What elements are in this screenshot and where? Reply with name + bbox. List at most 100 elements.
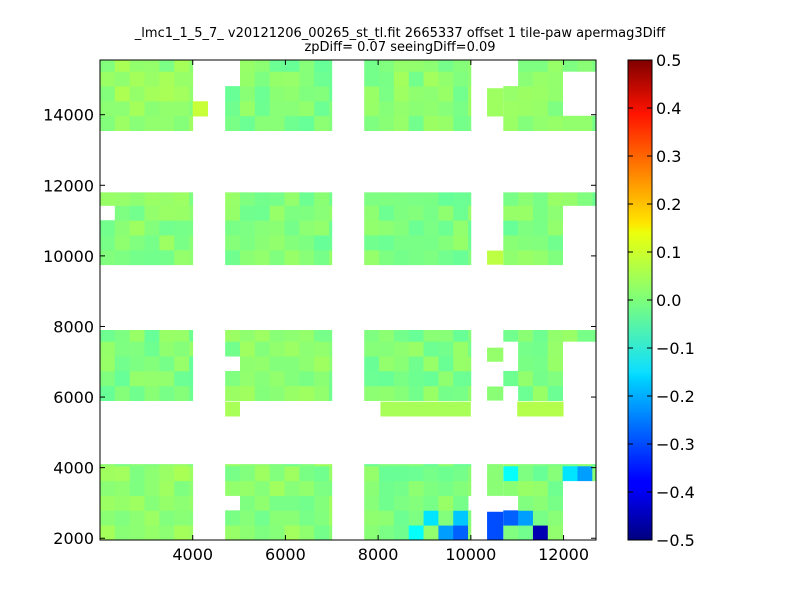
heatmap-cell — [408, 220, 424, 236]
heatmap-cell — [379, 220, 395, 236]
heatmap-cell — [129, 330, 145, 342]
heatmap-cell — [144, 205, 160, 221]
heatmap-cell — [299, 510, 315, 526]
heatmap-cell — [453, 192, 469, 206]
heatmap-cell — [438, 525, 454, 540]
heatmap-cell — [423, 370, 439, 387]
heatmap-cell — [114, 115, 131, 131]
y-tick-label: 6000 — [53, 388, 94, 407]
heatmap-cell — [364, 86, 380, 102]
heatmap-cell — [225, 465, 241, 482]
heatmap-cell — [408, 205, 424, 221]
heatmap-cell — [328, 480, 333, 496]
heatmap-cell — [328, 115, 333, 131]
heatmap-cell — [189, 205, 194, 221]
heatmap-cell — [159, 100, 175, 117]
heatmap-cell — [144, 370, 160, 387]
heatmap-cell — [189, 464, 194, 467]
heatmap-cell — [225, 401, 240, 417]
heatmap-cell — [393, 192, 410, 206]
heatmap-cell — [189, 60, 194, 72]
heatmap-cell — [438, 330, 454, 342]
heatmap-cell — [547, 464, 564, 467]
heatmap-cell — [408, 525, 424, 540]
heatmap-cell — [314, 60, 330, 72]
heatmap-cell — [254, 385, 271, 401]
heatmap-cell — [562, 464, 578, 467]
heatmap-cell — [328, 356, 333, 372]
heatmap-cell — [299, 71, 315, 87]
heatmap-cell — [393, 465, 410, 482]
heatmap-cell — [503, 235, 519, 251]
heatmap-cell — [144, 330, 160, 342]
heatmap-cell — [364, 341, 380, 357]
heatmap-cell — [129, 192, 145, 206]
heatmap-cell — [577, 465, 593, 482]
heatmap-cell — [547, 60, 564, 72]
colorbar-tick-label: 0.3 — [656, 147, 681, 166]
heatmap-cell — [503, 86, 519, 102]
heatmap-cell — [225, 480, 241, 496]
heatmap-cell — [254, 370, 271, 387]
heatmap-cell — [254, 341, 271, 357]
heatmap-cell — [144, 495, 160, 511]
heatmap-cell — [503, 192, 519, 206]
heatmap-cell — [547, 71, 564, 87]
heatmap-cell — [189, 100, 194, 117]
heatmap-cell — [174, 192, 190, 206]
heatmap-cell — [547, 495, 564, 511]
heatmap-cell — [503, 480, 519, 496]
heatmap-cell — [379, 385, 395, 401]
heatmap-cell — [518, 341, 534, 357]
heatmap-cell — [364, 495, 380, 511]
heatmap-cell — [393, 100, 410, 117]
heatmap-cell — [269, 510, 285, 526]
heatmap-cell — [364, 465, 380, 482]
heatmap-cell — [468, 525, 472, 540]
heatmap-cell — [468, 341, 472, 357]
heatmap-cell — [364, 192, 380, 206]
heatmap-cell — [453, 370, 469, 387]
heatmap-cell — [453, 330, 469, 342]
heatmap-cell — [379, 235, 395, 251]
heatmap-cell — [438, 510, 454, 526]
heatmap-cell — [518, 510, 534, 526]
heatmap-cell — [284, 330, 300, 342]
heatmap-cell — [189, 192, 194, 206]
heatmap-cell — [314, 370, 330, 387]
heatmap-cell — [225, 205, 241, 221]
heatmap-cell — [129, 205, 145, 221]
heatmap-cell — [453, 510, 469, 526]
heatmap-cell — [592, 115, 596, 131]
heatmap-cell — [114, 356, 131, 372]
heatmap-cell — [423, 330, 439, 342]
heatmap-cell — [518, 370, 534, 387]
heatmap-cell — [100, 464, 116, 467]
heatmap-cell — [518, 115, 534, 131]
heatmap-cell — [129, 370, 145, 387]
heatmap-cell — [129, 71, 145, 87]
heatmap-cell — [393, 205, 410, 221]
heatmap-cell — [239, 330, 256, 342]
heatmap-cell — [532, 356, 549, 372]
heatmap-cell — [269, 465, 285, 482]
heatmap-cell — [562, 60, 578, 72]
heatmap-cell — [453, 100, 469, 117]
heatmap-cell — [364, 370, 380, 387]
heatmap-cell — [100, 220, 116, 236]
heatmap-cell — [547, 86, 564, 102]
heatmap-cell — [225, 510, 241, 526]
heatmap-cell — [269, 235, 285, 251]
heatmap-cell — [364, 525, 380, 540]
heatmap-cell — [408, 235, 424, 251]
heatmap-cell — [393, 86, 410, 102]
heatmap-cell — [547, 115, 564, 131]
heatmap-cell — [423, 192, 439, 206]
heatmap-cell — [408, 480, 424, 496]
heatmap-cell — [174, 330, 190, 342]
heatmap-cell — [114, 525, 131, 540]
heatmap-cell — [393, 115, 410, 131]
heatmap-cell — [547, 235, 564, 251]
heatmap-cell — [269, 480, 285, 496]
